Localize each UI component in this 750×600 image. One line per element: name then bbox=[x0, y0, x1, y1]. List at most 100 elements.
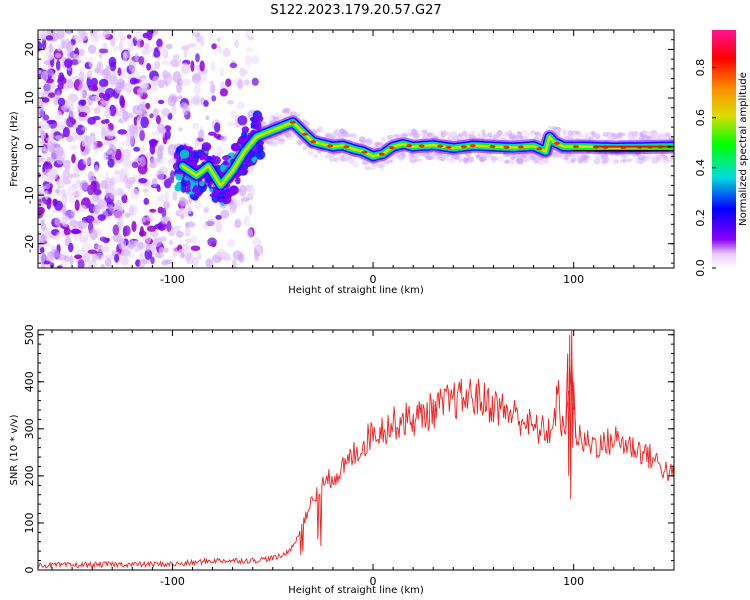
spectrogram-speckle bbox=[105, 237, 110, 242]
spectrogram-speckle bbox=[139, 129, 145, 142]
spectrogram-speckle bbox=[207, 237, 217, 247]
snr-line-spike bbox=[565, 330, 577, 500]
spectrogram-halo bbox=[534, 131, 541, 137]
spectrogram-speckle bbox=[71, 75, 79, 80]
spectrogram-speckle bbox=[137, 163, 148, 175]
spectrogram-speckle bbox=[233, 77, 238, 87]
spectrogram-ridge-band bbox=[181, 121, 674, 187]
spectrogram-speckle bbox=[125, 179, 133, 190]
spectrogram-halo bbox=[574, 133, 581, 139]
spectrogram-speckle bbox=[97, 198, 107, 210]
spectrogram-halo bbox=[440, 154, 446, 162]
spectrogram-speckle bbox=[138, 178, 148, 184]
spectrogram-speckle bbox=[142, 188, 149, 193]
snr-ytick-label: 100 bbox=[23, 512, 36, 533]
spectrogram-speckle bbox=[38, 194, 44, 200]
spectrogram-halo bbox=[490, 156, 499, 161]
spectrogram-peak bbox=[469, 144, 476, 148]
spectrogram-speckle bbox=[60, 104, 68, 111]
spectrogram-speckle bbox=[140, 116, 149, 129]
snr-ylabel: SNR (10 * v/v) bbox=[9, 414, 20, 485]
spectrogram-speckle bbox=[61, 261, 67, 268]
spectrogram-speckle bbox=[106, 204, 113, 210]
spectrogram-speckle bbox=[172, 71, 182, 84]
spectrogram-speckle bbox=[145, 102, 151, 110]
spectrogram-halo bbox=[626, 158, 633, 162]
spectrogram-speckle bbox=[149, 113, 154, 119]
spectrogram-speckle bbox=[54, 189, 60, 194]
spectrogram-speckle bbox=[122, 148, 131, 160]
snr-ytick-label: 300 bbox=[23, 418, 36, 439]
spectrogram-speckle bbox=[203, 206, 209, 214]
spectrogram-halo bbox=[278, 138, 285, 145]
spectrogram-speckle bbox=[172, 225, 181, 233]
spectrogram-speckle bbox=[82, 157, 92, 166]
spectrogram-halo bbox=[602, 131, 609, 137]
spectrogram-halo bbox=[554, 128, 560, 133]
spectrogram-speckle bbox=[144, 249, 153, 260]
spectrogram-speckle bbox=[226, 239, 236, 248]
spectrogram-speckle bbox=[80, 99, 87, 106]
spectrogram-speckle bbox=[248, 203, 253, 216]
spectrogram-speckle bbox=[244, 54, 252, 66]
spectrogram-speckle bbox=[56, 231, 66, 238]
spectrogram-blob bbox=[191, 187, 199, 193]
spectrogram-peak bbox=[302, 132, 309, 136]
spectrogram-halo bbox=[516, 158, 525, 165]
spectrogram-speckle bbox=[127, 252, 135, 259]
spectrogram-speckle bbox=[69, 255, 74, 266]
spectrogram-speckle bbox=[146, 63, 152, 71]
spectrogram-speckle bbox=[199, 60, 205, 72]
spectrogram-halo bbox=[284, 131, 292, 138]
spectrogram-speckle bbox=[205, 115, 210, 121]
colorbar-ticks: 0.0 0.2 0.4 0.6 0.8 bbox=[694, 59, 716, 277]
spectrogram-blob bbox=[255, 149, 266, 160]
spectrogram-speckle bbox=[74, 199, 80, 211]
spectrogram-speckle bbox=[90, 33, 99, 43]
spectrogram-xtick-label: 100 bbox=[563, 273, 584, 286]
spectrogram-halo bbox=[272, 116, 279, 121]
spectrogram-speckle bbox=[93, 107, 101, 115]
spectrogram-speckle bbox=[118, 238, 127, 250]
spectrogram-halo bbox=[611, 158, 618, 165]
spectrogram-speckle bbox=[250, 54, 260, 65]
spectrogram-speckle bbox=[187, 206, 192, 215]
spectrogram-speckle bbox=[114, 253, 120, 263]
spectrogram-speckle bbox=[94, 164, 99, 174]
spectrogram-halo bbox=[487, 132, 493, 138]
spectrogram-halo bbox=[364, 166, 371, 171]
spectrogram-speckle bbox=[127, 239, 136, 249]
spectrogram-speckle bbox=[42, 165, 53, 170]
spectrogram-speckle bbox=[38, 206, 45, 215]
spectrogram-speckle bbox=[161, 216, 169, 225]
spectrogram-speckle bbox=[196, 253, 202, 260]
spectrogram-speckle bbox=[138, 55, 145, 66]
spectrogram-halo bbox=[371, 166, 377, 171]
spectrogram-speckle bbox=[91, 194, 98, 205]
spectrogram-speckle bbox=[152, 108, 159, 118]
spectrogram-speckle bbox=[97, 214, 106, 222]
spectrogram-speckle bbox=[54, 216, 61, 226]
spectrogram-speckle bbox=[38, 91, 45, 96]
spectrogram-speckle bbox=[121, 158, 132, 167]
spectrogram-halo bbox=[471, 130, 476, 135]
spectrogram-speckle bbox=[211, 95, 217, 102]
spectrogram-halo bbox=[503, 160, 510, 164]
snr-xtick-label: 100 bbox=[563, 575, 584, 588]
snr-ytick-label: 400 bbox=[23, 371, 36, 392]
spectrogram-speckle bbox=[90, 77, 98, 87]
snr-xtick-label: -100 bbox=[160, 575, 185, 588]
spectrogram-speckle bbox=[55, 148, 62, 160]
spectrogram-speckle bbox=[39, 246, 45, 254]
spectrogram-speckle bbox=[98, 78, 109, 88]
spectrogram-speckle bbox=[161, 107, 171, 117]
spectrogram-blob bbox=[222, 161, 229, 166]
spectrogram-speckle bbox=[98, 92, 105, 99]
spectrogram-speckle bbox=[179, 102, 189, 110]
spectrogram-speckle bbox=[55, 59, 61, 71]
spectrogram-blob bbox=[191, 157, 198, 166]
spectrogram-peak bbox=[406, 144, 413, 148]
spectrogram-speckle bbox=[113, 210, 124, 220]
spectrogram-halo bbox=[400, 132, 409, 137]
spectrogram-halo bbox=[621, 158, 627, 163]
